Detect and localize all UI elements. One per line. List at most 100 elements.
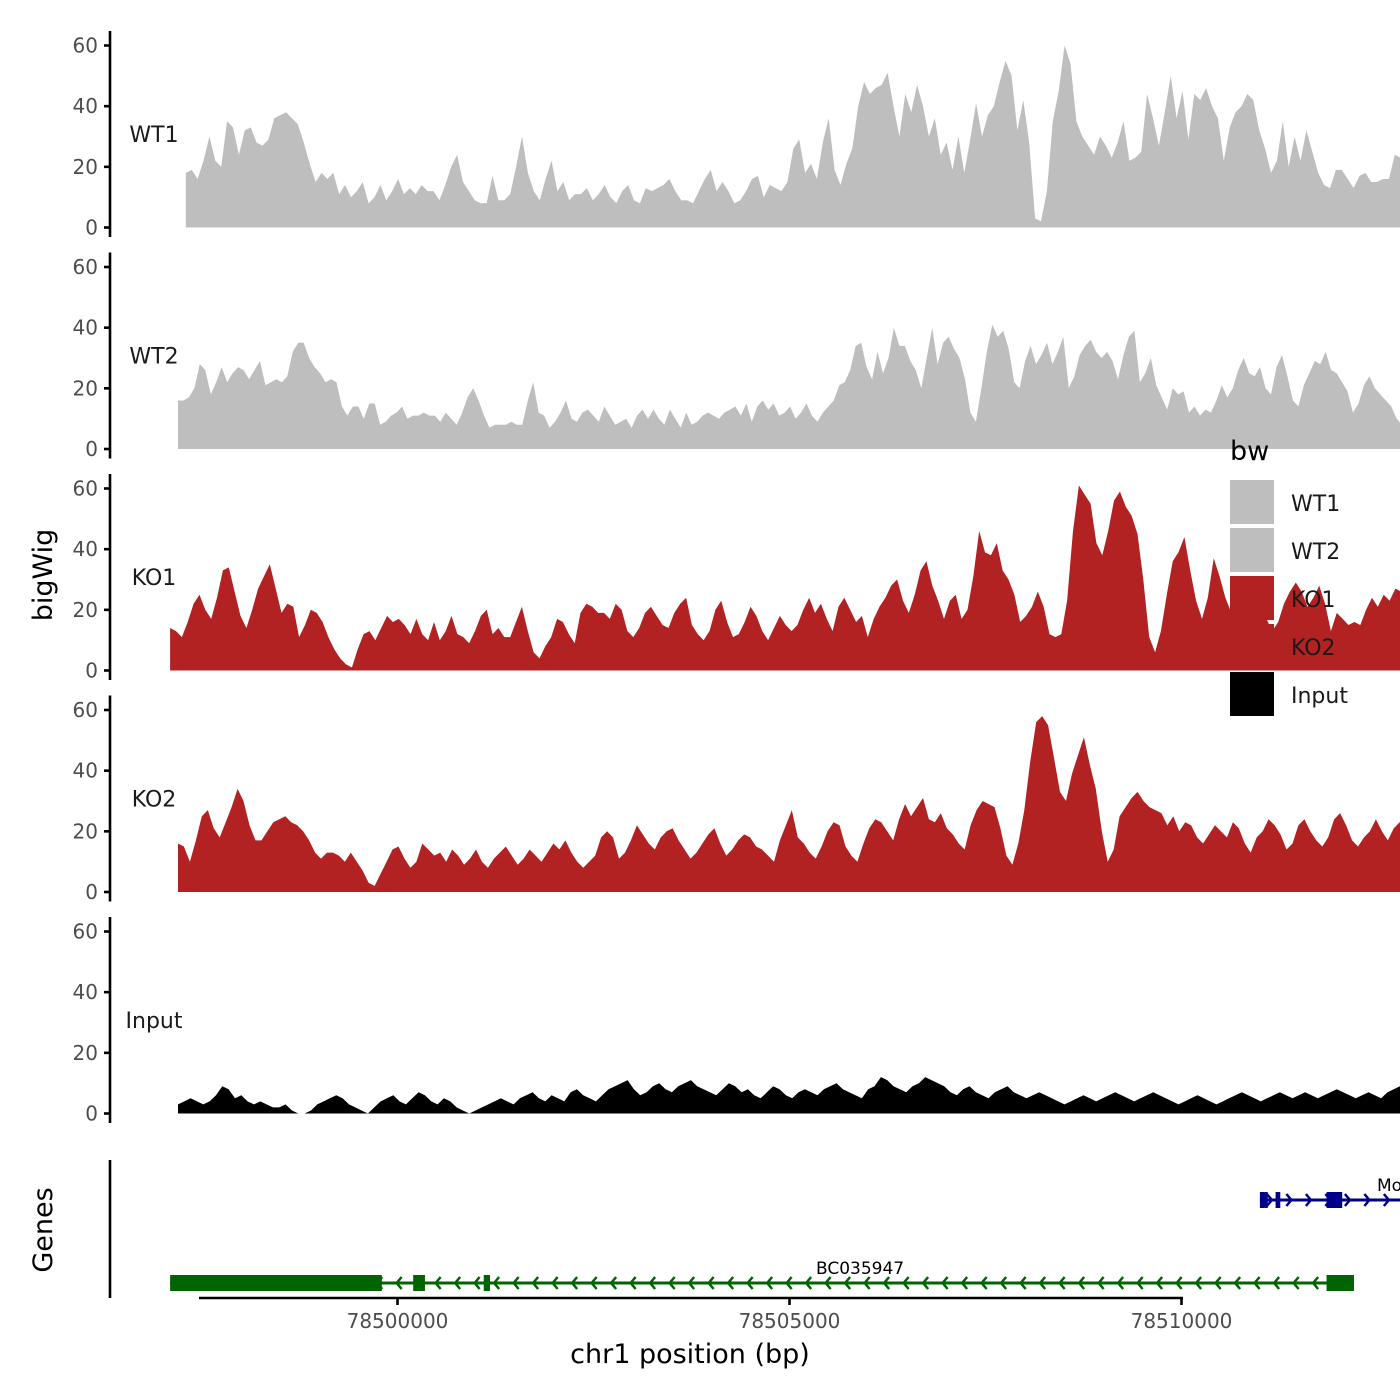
track-label-ko2: KO2 — [132, 788, 177, 813]
y-tick-label: 60 — [73, 255, 98, 279]
x-axis: 78500000785050007851000078515000 — [199, 1296, 1233, 1333]
strand-arrow — [434, 1276, 442, 1290]
gene-label: BC035947 — [816, 1259, 904, 1279]
strand-arrow — [863, 1276, 871, 1290]
strand-arrow — [609, 1276, 618, 1290]
strand-arrow — [1116, 1276, 1125, 1290]
strand-arrow — [1285, 1193, 1294, 1207]
y-tick-label: 60 — [73, 34, 98, 58]
strand-arrow — [687, 1276, 696, 1290]
strand-arrow — [902, 1276, 910, 1290]
strand-arrow — [648, 1276, 657, 1290]
strand-arrow — [882, 1276, 891, 1290]
x-axis-title: chr1 position (bp) — [570, 1339, 810, 1370]
strand-arrow — [1265, 1193, 1274, 1207]
strand-arrow — [824, 1276, 832, 1290]
strand-arrow — [473, 1276, 481, 1290]
strand-arrow — [804, 1276, 813, 1290]
legend-swatch-ko1 — [1230, 576, 1274, 620]
strand-arrow — [1363, 1193, 1372, 1207]
legend-swatch-input — [1230, 672, 1274, 716]
legend-label-wt2: WT2 — [1291, 540, 1340, 565]
strand-arrow — [453, 1276, 462, 1290]
legend-label-ko2: KO2 — [1291, 636, 1336, 661]
y-tick-label: 60 — [73, 477, 98, 501]
strand-arrow — [1311, 1276, 1320, 1290]
y-tick-label: 60 — [73, 698, 98, 722]
gene-label: Mogat1 — [1377, 1176, 1400, 1196]
strand-arrow — [668, 1276, 676, 1290]
strand-arrow — [1214, 1276, 1222, 1290]
strand-arrow — [1077, 1276, 1086, 1290]
area-ko1 — [170, 485, 1400, 671]
strand-arrow — [843, 1276, 852, 1290]
track-label-wt2: WT2 — [129, 345, 178, 370]
strand-arrow — [1019, 1276, 1027, 1290]
strand-arrow — [1097, 1276, 1105, 1290]
area-wt2 — [178, 324, 1400, 449]
track-input: Input 0 20 40 60 — [73, 917, 1400, 1126]
y-tick-label: 20 — [73, 598, 98, 622]
track-label-input: Input — [126, 1009, 183, 1034]
legend-swatch-wt2 — [1230, 528, 1274, 572]
y-tick-label: 60 — [73, 920, 98, 944]
area-wt1 — [185, 45, 1400, 228]
gene-exon — [1275, 1192, 1281, 1208]
strand-arrow — [1058, 1276, 1066, 1290]
x-tick-label: 78505000 — [739, 1309, 841, 1333]
strand-arrow — [1292, 1276, 1300, 1290]
strand-arrow — [395, 1276, 403, 1290]
track-wt1: WT1 0 20 40 60 — [73, 31, 1400, 240]
x-tick-label: 78500000 — [347, 1309, 449, 1333]
strand-arrow — [551, 1276, 559, 1290]
legend-title: bw — [1230, 436, 1269, 467]
strand-arrow — [941, 1276, 949, 1290]
strand-arrow — [746, 1276, 754, 1290]
strand-arrow — [726, 1276, 735, 1290]
strand-arrow — [1343, 1193, 1352, 1207]
gene-track: Mogat1 BC035947 — [108, 1160, 1400, 1298]
strand-arrow — [1175, 1276, 1183, 1290]
y-tick-label: 0 — [85, 880, 98, 904]
strand-arrow — [765, 1276, 774, 1290]
gene-exon — [1326, 1192, 1343, 1208]
track-label-ko1: KO1 — [132, 566, 177, 591]
x-tick-label: 78510000 — [1131, 1309, 1233, 1333]
legend-label-wt1: WT1 — [1291, 492, 1340, 517]
gene-exon — [1259, 1192, 1268, 1208]
strand-arrow — [785, 1276, 793, 1290]
strand-arrow — [960, 1276, 969, 1290]
y-tick-label: 0 — [85, 216, 98, 240]
legend-swatch-wt1 — [1230, 480, 1274, 524]
strand-arrow — [980, 1276, 988, 1290]
y-tick-label: 20 — [73, 376, 98, 400]
strand-arrow — [1253, 1276, 1261, 1290]
y-tick-label: 40 — [73, 980, 98, 1004]
gene-exon — [170, 1275, 382, 1291]
strand-arrow — [1194, 1276, 1203, 1290]
y-tick-label: 0 — [85, 437, 98, 461]
strand-arrow — [570, 1276, 579, 1290]
y-tick-label: 20 — [73, 155, 98, 179]
gene-exon — [413, 1275, 425, 1291]
strand-arrow — [1155, 1276, 1164, 1290]
y-tick-label: 0 — [85, 659, 98, 683]
gene-exon — [483, 1275, 491, 1291]
y-tick-label: 40 — [73, 94, 98, 118]
legend-swatch-ko2 — [1230, 624, 1274, 668]
area-ko2 — [178, 716, 1400, 892]
strand-arrow — [1382, 1193, 1391, 1207]
strand-arrow — [1233, 1276, 1242, 1290]
strand-arrow — [921, 1276, 930, 1290]
y-tick-label: 20 — [73, 819, 98, 843]
y-tick-label: 40 — [73, 316, 98, 340]
gene-bc035947: BC035947 — [170, 1259, 1354, 1291]
strand-arrow — [629, 1276, 637, 1290]
strand-arrow — [1272, 1276, 1281, 1290]
y-tick-label: 40 — [73, 537, 98, 561]
legend-label-input: Input — [1291, 684, 1348, 709]
strand-arrow — [531, 1276, 540, 1290]
gene-exon — [1326, 1275, 1354, 1291]
y-tick-label: 0 — [85, 1102, 98, 1126]
